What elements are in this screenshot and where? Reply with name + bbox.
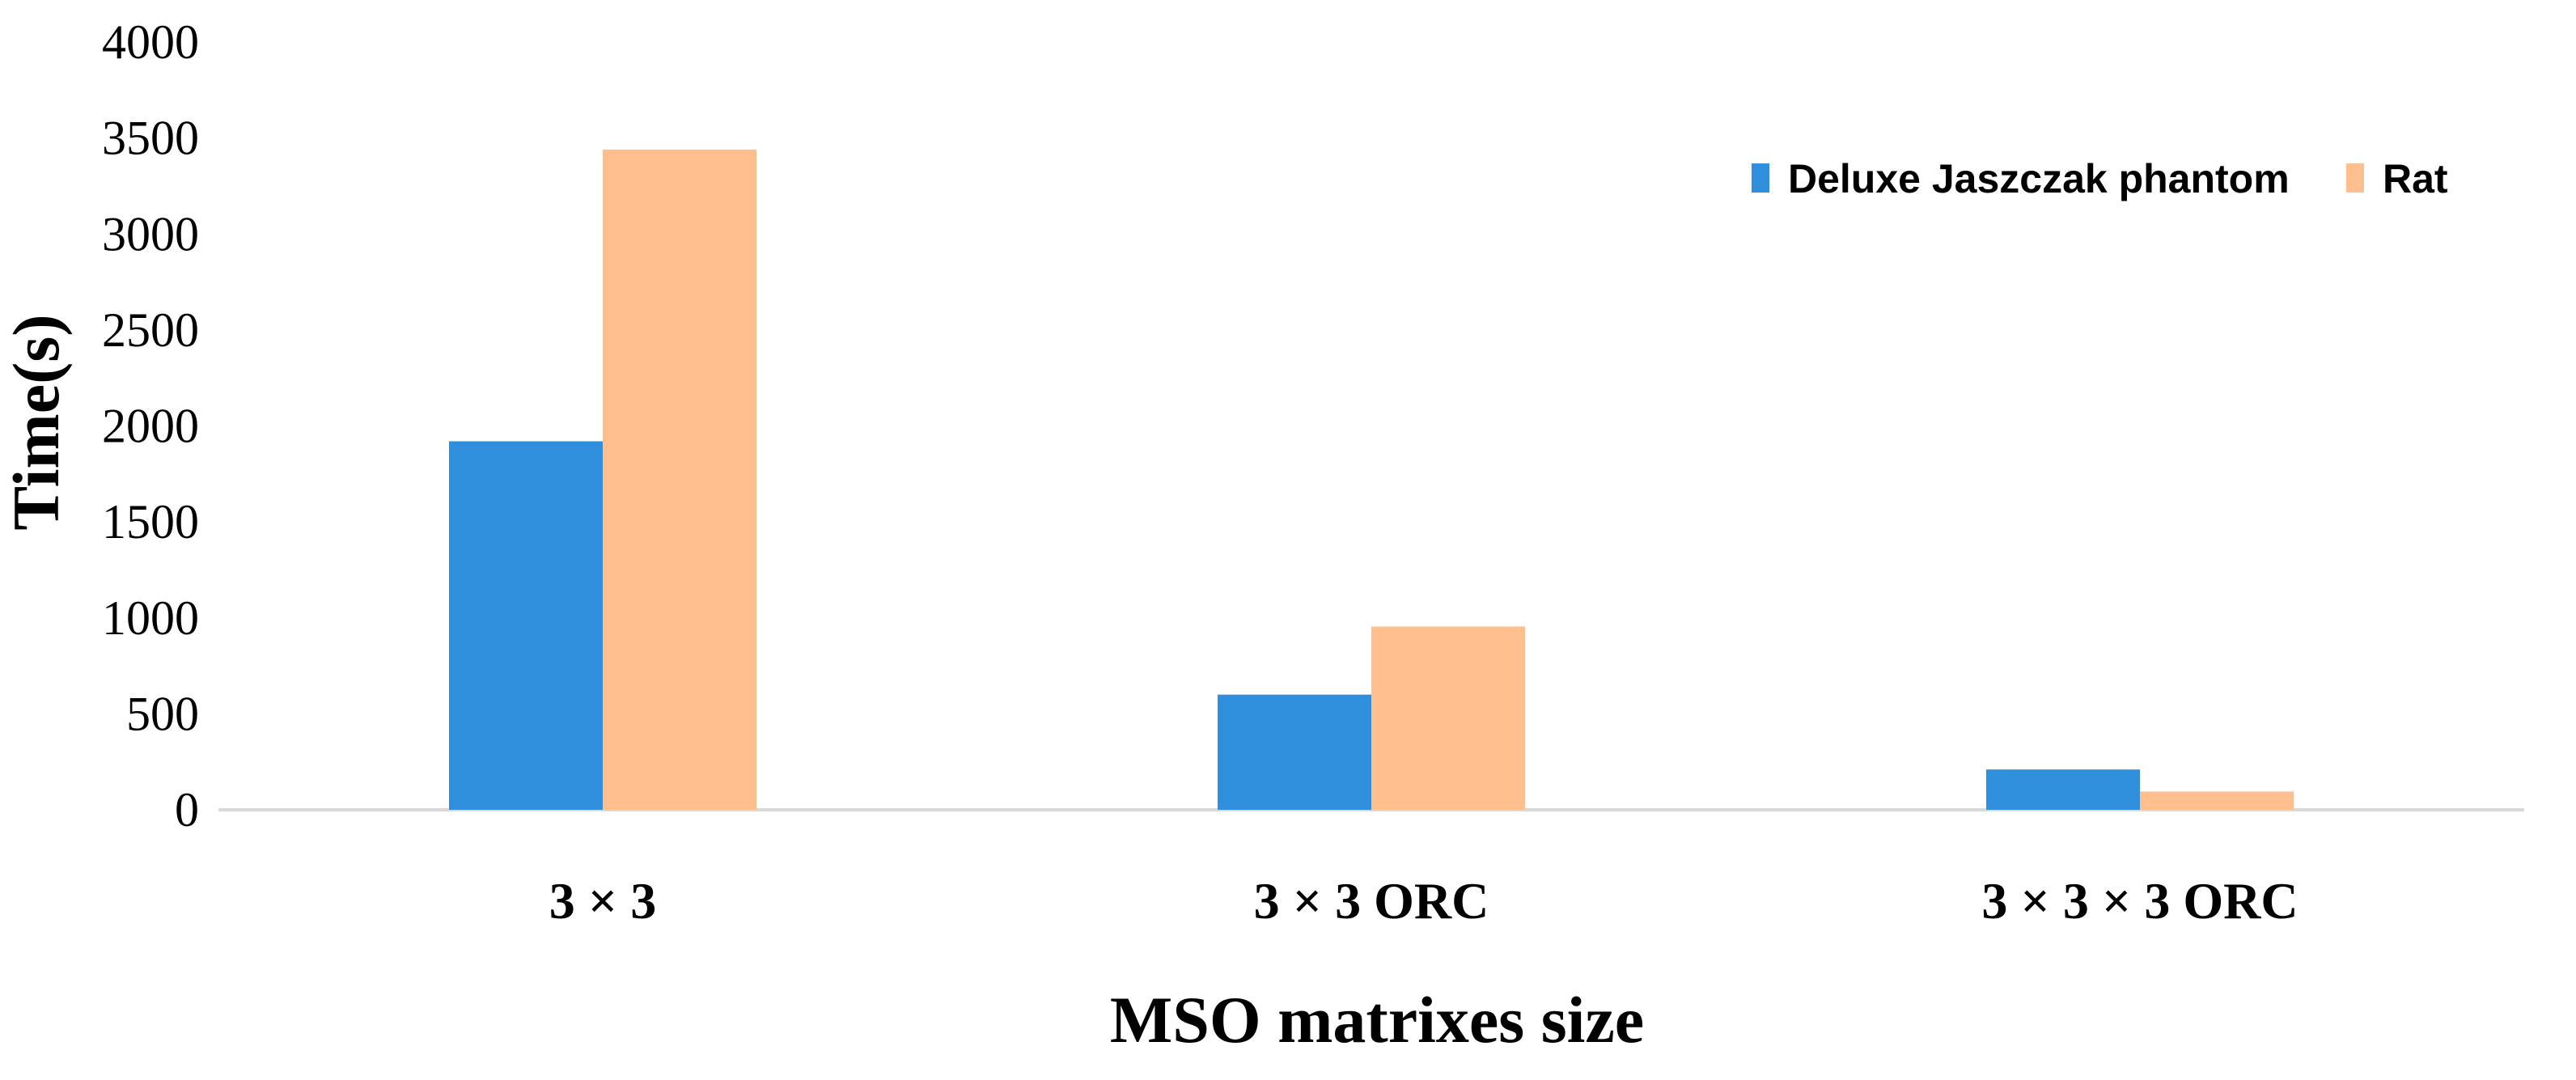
y-tick-label: 1500: [102, 495, 199, 548]
x-category-label: 3 × 3 × 3 ORC: [1981, 872, 2298, 930]
y-tick-label: 3500: [102, 112, 199, 165]
y-tick-label: 4000: [102, 15, 199, 69]
legend-swatch-rat: [2346, 163, 2364, 193]
legend: Deluxe Jaszczak phantom Rat: [1752, 156, 2448, 201]
y-tick-label: 2000: [102, 400, 199, 453]
y-axis-ticks: 0 500 1000 1500 2000 2500 3000 3500 4000: [102, 15, 199, 836]
legend-label-rat: Rat: [2383, 156, 2448, 201]
bars: [449, 149, 2294, 811]
y-tick-label: 3000: [102, 207, 199, 260]
bar-rat: [2140, 791, 2294, 810]
legend-label-deluxe-jaszczak-phantom: Deluxe Jaszczak phantom: [1788, 156, 2290, 201]
y-axis-title: Time(s): [0, 314, 73, 530]
x-axis-title: MSO matrixes size: [1110, 983, 1644, 1057]
legend-swatch-deluxe-jaszczak-phantom: [1752, 163, 1769, 193]
y-tick-label: 1000: [102, 591, 199, 645]
y-tick-label: 0: [175, 783, 199, 836]
bar-deluxe-jaszczak-phantom: [1218, 694, 1371, 810]
category-labels: 3 × 3 3 × 3 ORC 3 × 3 × 3 ORC: [549, 872, 2298, 930]
bar-deluxe-jaszczak-phantom: [449, 441, 603, 810]
bar-rat: [1371, 626, 1525, 810]
y-tick-label: 2500: [102, 303, 199, 357]
bar-rat: [603, 149, 756, 811]
bar-deluxe-jaszczak-phantom: [1986, 769, 2140, 810]
x-category-label: 3 × 3: [549, 872, 656, 930]
y-tick-label: 500: [126, 687, 199, 740]
x-category-label: 3 × 3 ORC: [1254, 872, 1489, 930]
